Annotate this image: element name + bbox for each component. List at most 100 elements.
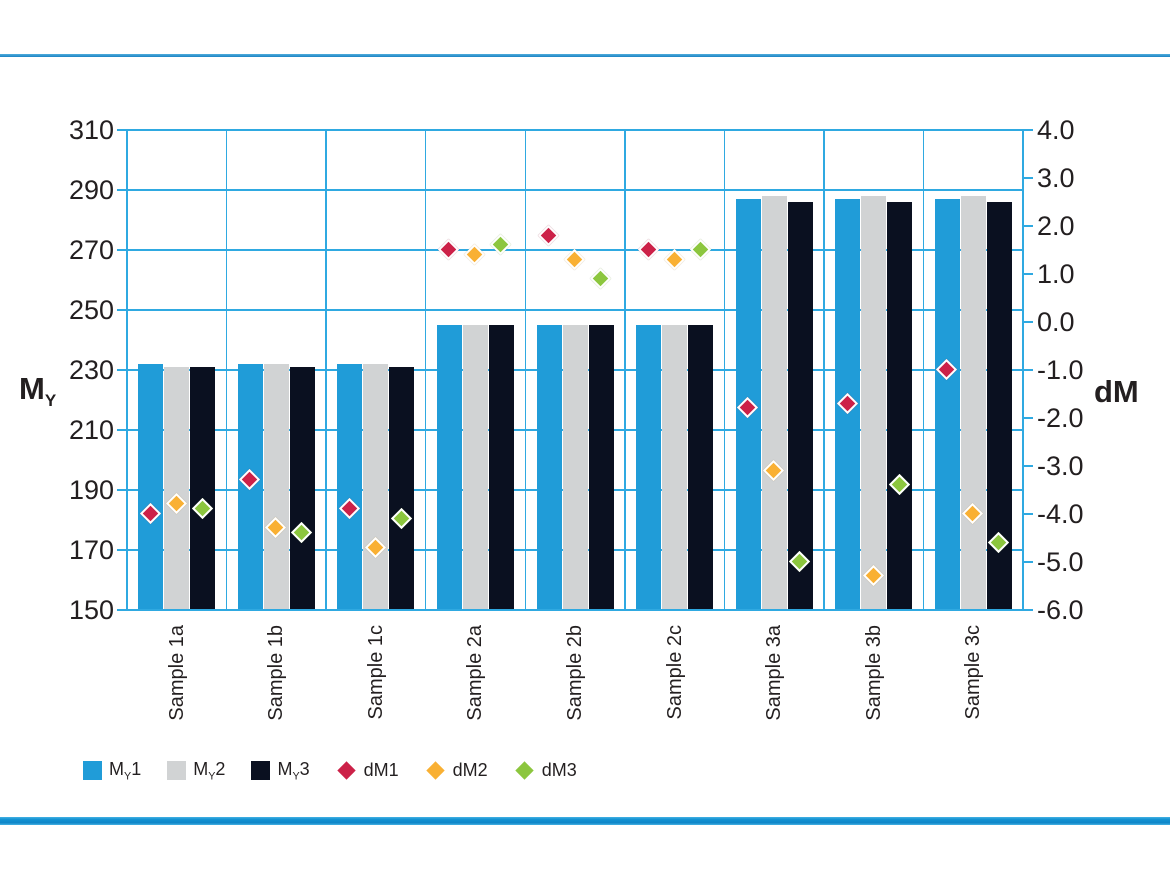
gridline-vertical <box>823 130 825 610</box>
bar-my2-sample-3b <box>861 196 887 610</box>
legend-item-dm3: dM3 <box>514 760 577 781</box>
y-axis-left-tick <box>117 609 127 611</box>
bar-my2-sample-2c <box>662 325 688 610</box>
gridline-vertical <box>225 130 228 610</box>
x-axis-category-label: Sample 3b <box>862 625 885 721</box>
legend-label-my1: MY1 <box>109 759 142 783</box>
y-axis-right-tick <box>1023 513 1033 515</box>
bar-my3-sample-1c <box>389 367 415 610</box>
bar-my2-sample-1a <box>164 367 190 610</box>
x-axis-category-label: Sample 1c <box>364 625 387 720</box>
y-axis-left-tick <box>117 309 127 311</box>
gridline-vertical <box>424 130 427 610</box>
bar-my2-sample-1b <box>263 364 289 610</box>
dm-axis-label: dM <box>1094 374 1139 409</box>
bar-my3-sample-3b <box>887 202 913 610</box>
y-axis-right-tick-label: -5.0 <box>1037 547 1084 577</box>
gridline-vertical <box>524 130 526 610</box>
bar-my1-sample-1c <box>337 364 363 610</box>
bar-my3-sample-2b <box>588 325 614 610</box>
legend-swatch-my2 <box>167 761 187 781</box>
bottom-divider <box>0 817 1170 825</box>
legend-item-dm1: dM1 <box>336 760 399 781</box>
y-axis-left-tick <box>117 549 127 551</box>
legend-swatch-dm1 <box>336 761 356 780</box>
y-axis-left-tick <box>117 249 127 251</box>
gridline-vertical <box>325 130 327 610</box>
x-axis-category-label: Sample 1a <box>165 625 188 721</box>
my-axis-label: MY <box>19 371 56 411</box>
y-axis-right-tick <box>1023 177 1033 179</box>
top-divider <box>0 54 1170 57</box>
legend-swatch-dm3 <box>514 761 534 780</box>
plot-frame <box>126 129 1024 611</box>
legend-label-my3: MY3 <box>277 759 310 783</box>
bar-my1-sample-2c <box>636 325 662 610</box>
my-axis-label-sub: Y <box>44 391 57 411</box>
bar-my2-sample-1c <box>363 364 389 610</box>
y-axis-left-tick-label: 290 <box>68 175 114 205</box>
legend-item-dm2: dM2 <box>425 760 488 781</box>
legend-item-my1: MY1 <box>83 759 141 783</box>
x-axis-category-label: Sample 2c <box>663 625 686 720</box>
bar-my3-sample-1b <box>289 367 315 610</box>
y-axis-left-tick-label: 150 <box>68 595 114 625</box>
y-axis-right-tick-label: 1.0 <box>1037 259 1075 289</box>
y-axis-left-tick <box>117 369 127 371</box>
gridline-vertical <box>922 130 925 610</box>
legend-label-my2: MY2 <box>193 759 226 783</box>
x-axis-category-label: Sample 3c <box>962 625 985 720</box>
bar-my3-sample-1a <box>190 367 216 610</box>
legend-item-my2: MY2 <box>167 759 225 783</box>
y-axis-left-tick <box>117 429 127 431</box>
legend-swatch-my3 <box>251 761 271 781</box>
y-axis-right-tick <box>1023 417 1033 419</box>
y-axis-right-tick-label: -2.0 <box>1037 403 1084 433</box>
y-axis-left-tick <box>117 489 127 491</box>
bar-my3-sample-2c <box>688 325 714 610</box>
y-axis-left-tick-label: 230 <box>68 355 114 385</box>
y-axis-right-tick <box>1023 561 1033 563</box>
y-axis-left-tick-label: 250 <box>68 295 114 325</box>
y-axis-left-tick-label: 210 <box>68 415 114 445</box>
y-axis-right-tick-label: -6.0 <box>1037 595 1084 625</box>
bar-my2-sample-2a <box>462 325 488 610</box>
bar-my2-sample-3a <box>761 196 787 610</box>
y-axis-right-tick-label: 3.0 <box>1037 163 1075 193</box>
x-axis-category-label: Sample 1b <box>265 625 288 721</box>
my-axis-label-main: M <box>19 371 45 406</box>
x-axis-category-label: Sample 3a <box>763 625 786 721</box>
legend-label-dm1: dM1 <box>363 760 399 781</box>
y-axis-right-tick-label: 4.0 <box>1037 115 1075 145</box>
bar-my1-sample-1a <box>138 364 164 610</box>
y-axis-right-tick-label: -3.0 <box>1037 451 1084 481</box>
bar-my1-sample-2b <box>536 325 562 610</box>
y-axis-left-tick-label: 190 <box>68 475 114 505</box>
bar-my2-sample-2b <box>562 325 588 610</box>
y-axis-left-tick <box>117 189 127 191</box>
y-axis-left-tick-label: 270 <box>68 235 114 265</box>
y-axis-right-tick <box>1023 225 1033 227</box>
gridline-horizontal <box>127 309 1023 311</box>
bar-my1-sample-3c <box>934 199 960 610</box>
gridline-vertical <box>723 130 726 610</box>
legend-label-dm2: dM2 <box>452 760 488 781</box>
gridline-horizontal <box>127 189 1023 191</box>
chart-legend: MY1 MY2 MY3 dM1 dM2 dM3 <box>83 759 577 783</box>
bar-my2-sample-3c <box>960 196 986 610</box>
y-axis-right-tick <box>1023 129 1033 131</box>
y-axis-right-tick <box>1023 321 1033 323</box>
legend-swatch-dm2 <box>425 761 445 780</box>
x-axis-category-label: Sample 2b <box>564 625 586 721</box>
bar-my3-sample-2a <box>488 325 514 610</box>
y-axis-right-tick-label: -4.0 <box>1037 499 1084 529</box>
legend-swatch-my1 <box>83 761 102 781</box>
y-axis-right-tick <box>1023 465 1033 467</box>
y-axis-left-tick-label: 170 <box>68 535 114 565</box>
gridline-vertical <box>624 130 626 610</box>
y-axis-left-tick <box>117 129 127 131</box>
y-axis-right-tick-label: 2.0 <box>1037 211 1075 241</box>
y-axis-right-tick-label: -1.0 <box>1037 355 1084 385</box>
bar-my1-sample-2a <box>436 325 462 610</box>
y-axis-right-tick <box>1023 369 1033 371</box>
